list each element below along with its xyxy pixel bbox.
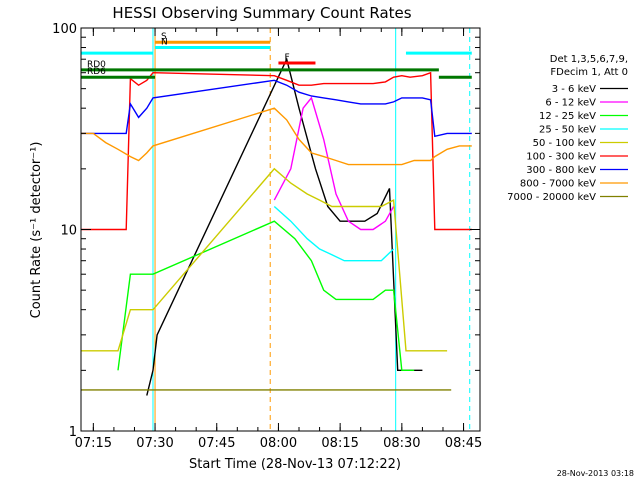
legend-label-7: 800 - 7000 keV xyxy=(520,179,596,190)
legend-label-1: 6 - 12 keV xyxy=(545,98,596,109)
flag-label-5: RD0 xyxy=(87,60,106,70)
y-axis-label: Count Rate (s⁻¹ detector⁻¹) xyxy=(29,142,44,319)
x-tick-label-6: 08:45 xyxy=(445,436,482,451)
flag-label-2: S xyxy=(161,32,167,42)
flag-label-4: F xyxy=(284,53,289,63)
x-tick-label-0: 07:15 xyxy=(75,436,112,451)
legend-label-8: 7000 - 20000 keV xyxy=(507,192,596,203)
legend-header-1: FDecim 1, Att 0 xyxy=(550,67,628,78)
legend-label-0: 3 - 6 keV xyxy=(552,84,596,95)
series-line-6 xyxy=(81,79,472,138)
series-line-1 xyxy=(273,96,395,231)
y-tick-label-2: 100 xyxy=(52,22,77,37)
chart-title: HESSI Observing Summary Count Rates xyxy=(112,4,411,22)
x-axis-label: Start Time (28-Nov-13 07:12:22) xyxy=(189,457,401,472)
flag-label-3: N xyxy=(161,38,168,48)
series-line-5 xyxy=(81,71,472,231)
x-tick-label-1: 07:30 xyxy=(136,436,173,451)
legend-label-3: 25 - 50 keV xyxy=(539,125,596,136)
y-tick-label-1: 10 xyxy=(60,224,77,239)
series-line-2 xyxy=(117,220,415,371)
x-tick-label-3: 08:00 xyxy=(260,436,297,451)
series-line-4 xyxy=(81,167,448,352)
legend-label-5: 100 - 300 keV xyxy=(526,152,596,163)
legend-label-4: 50 - 100 keV xyxy=(533,138,597,149)
legend-header-0: Det 1,3,5,6,7,9, xyxy=(550,54,628,65)
legend-label-6: 300 - 800 keV xyxy=(526,165,596,176)
x-tick-label-5: 08:30 xyxy=(383,436,420,451)
timestamp: 28-Nov-2013 03:18 xyxy=(557,469,634,478)
legend: Det 1,3,5,6,7,9, FDecim 1, Att 0 3 - 6 keV… xyxy=(507,54,628,203)
series-line-3 xyxy=(273,205,395,262)
x-tick-label-2: 07:45 xyxy=(198,436,235,451)
x-tick-label-4: 08:15 xyxy=(321,436,358,451)
series-line-0 xyxy=(146,57,423,396)
legend-label-2: 12 - 25 keV xyxy=(539,111,596,122)
series-line-7 xyxy=(81,107,472,166)
axis-ticks: 07:15 07:30 07:45 08:00 08:15 08:30 08:45 1 10 10… xyxy=(52,22,482,451)
y-tick-label-0: 1 xyxy=(69,425,77,440)
flag-label-6: RD6 xyxy=(87,67,106,77)
